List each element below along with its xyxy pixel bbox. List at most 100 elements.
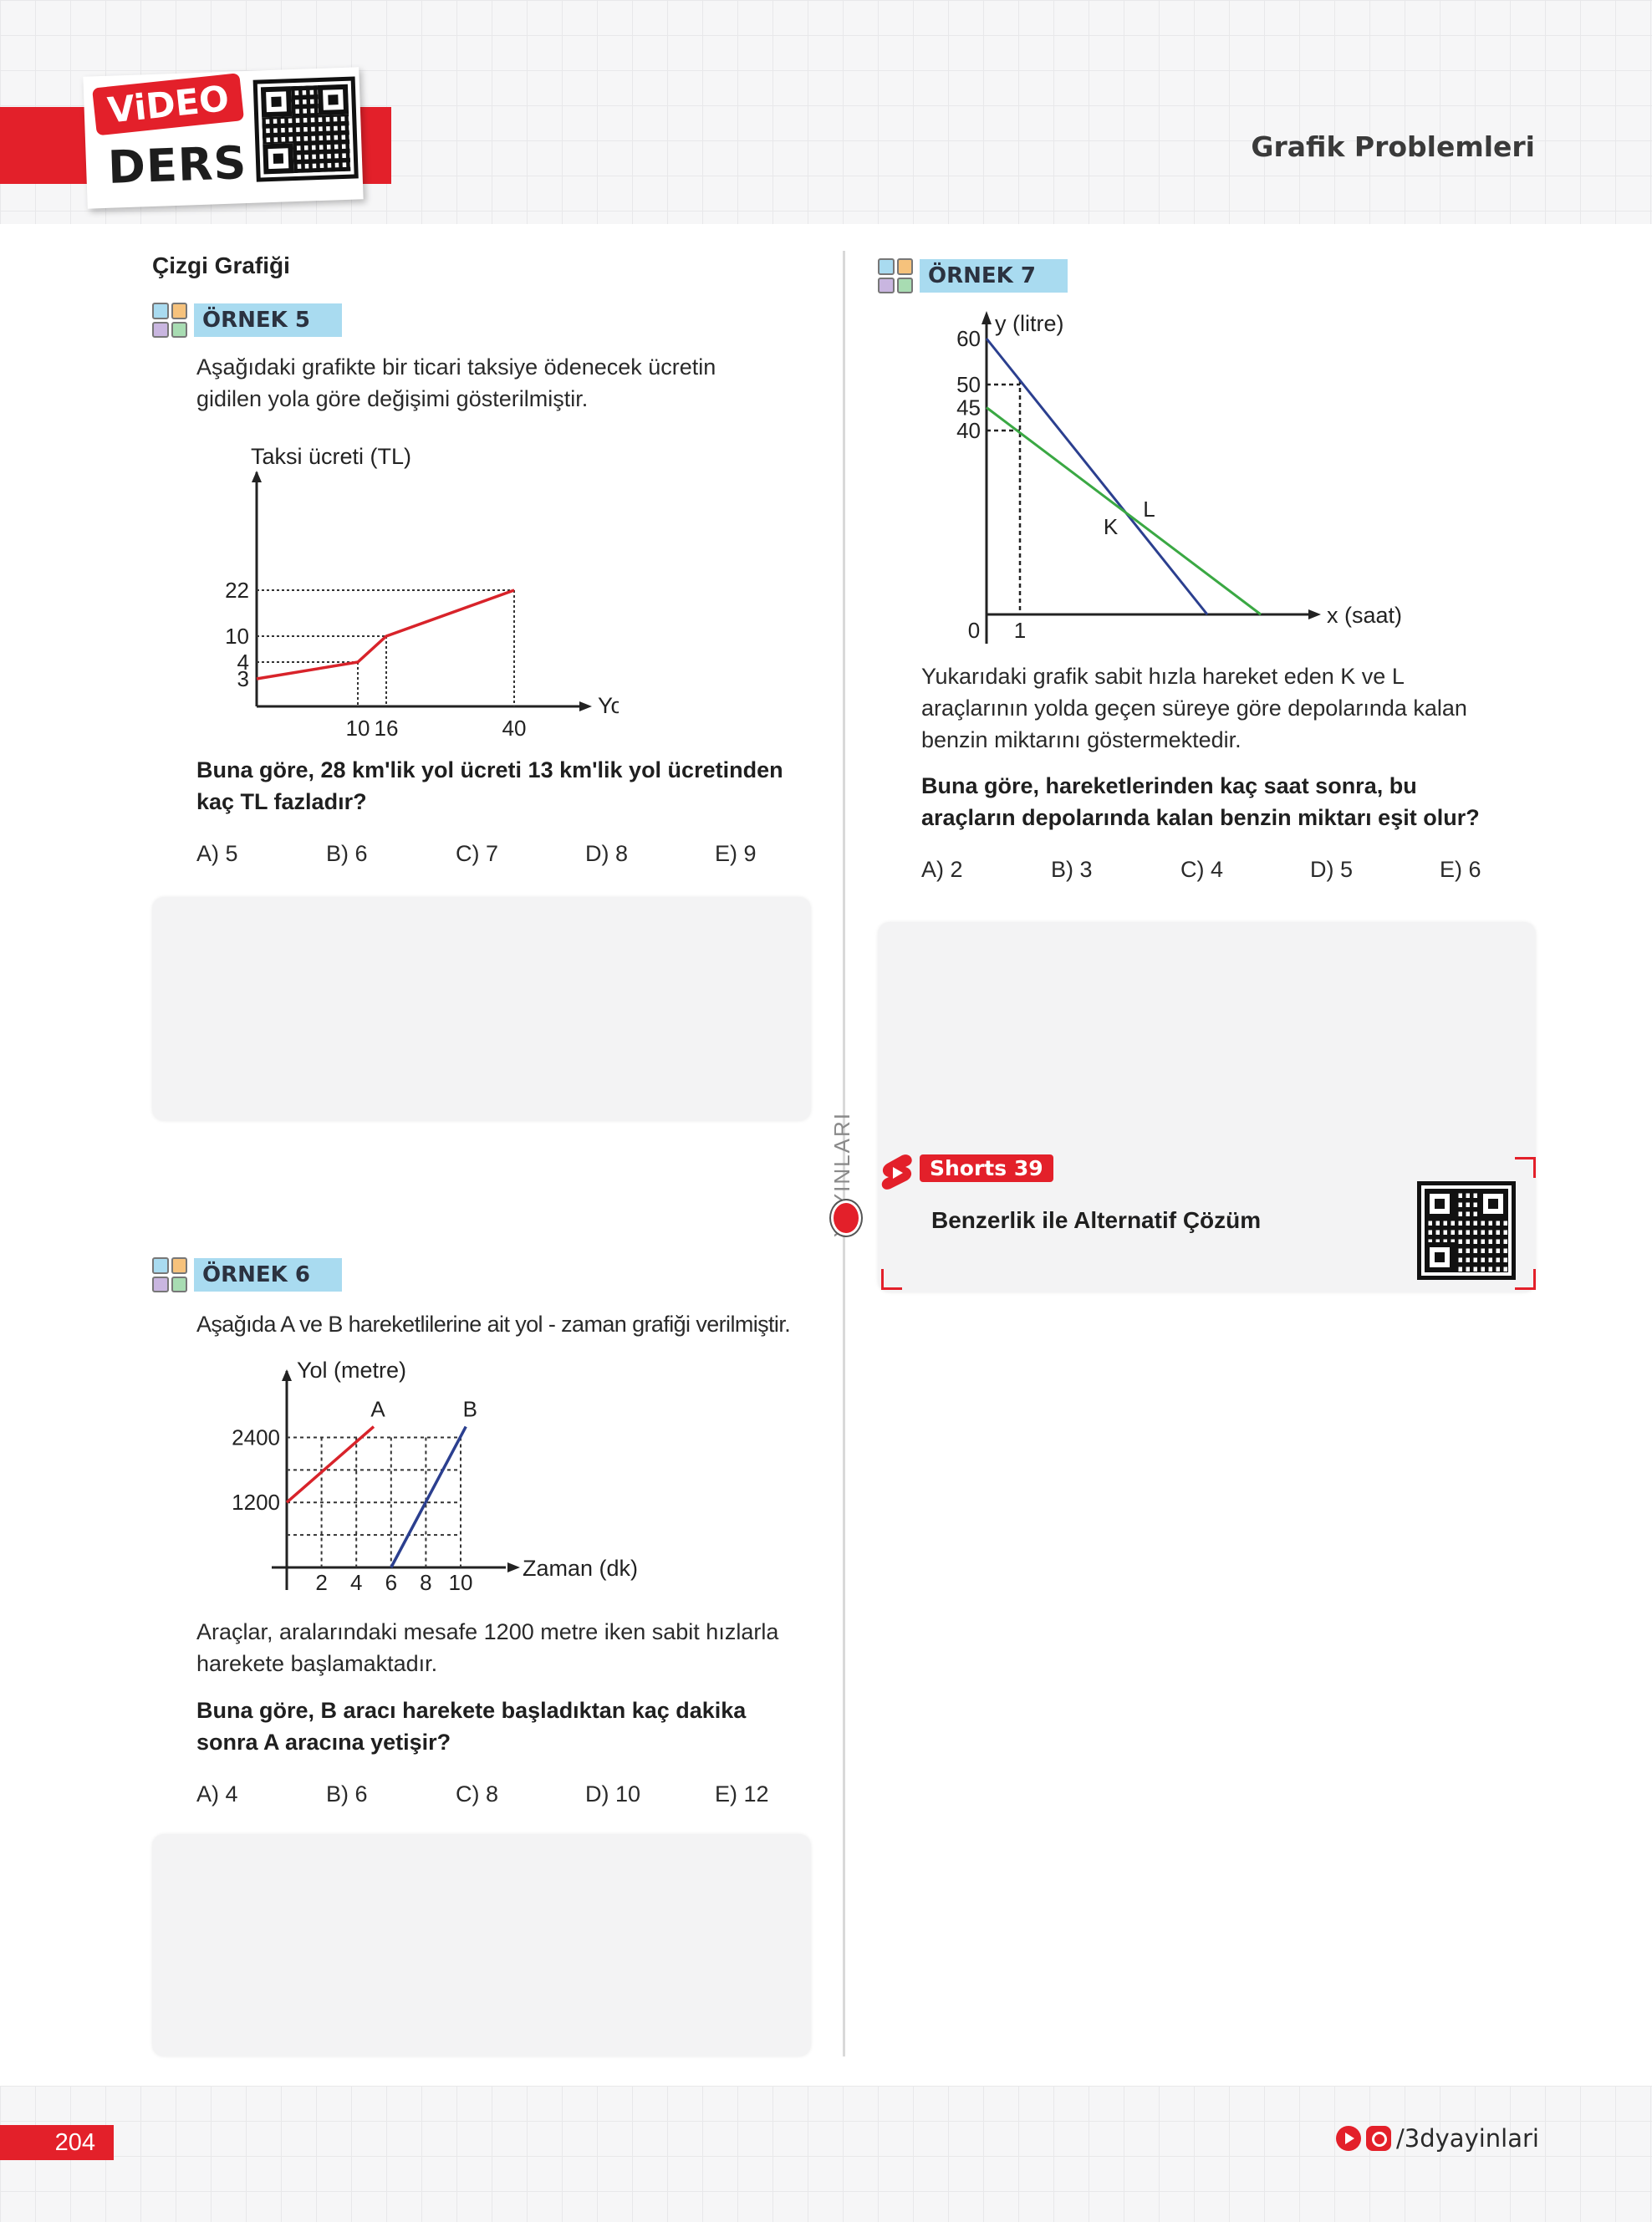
example6-question: Buna göre, B aracı harekete başladıktan … [196,1695,746,1758]
frame-corner [1515,1269,1536,1290]
y-tick-label: 60 [956,326,981,351]
example-tag: ÖRNEK 5 [152,303,342,338]
frame-corner [1515,1157,1536,1178]
series-label: L [1143,497,1155,522]
example6-intro: Aşağıda A ve B hareketlilerine ait yol -… [196,1312,791,1337]
example-icon [152,1257,187,1292]
example7-text: Yukarıdaki grafik sabit hızla hareket ed… [921,660,1467,756]
example7-options: A) 2 B) 3 C) 4 D) 5 E) 6 [921,857,1569,883]
question-line: Buna göre, 28 km'lik yol ücreti 13 km'li… [196,757,783,782]
y-tick-label: 1200 [232,1490,280,1515]
x-tick-label: 8 [420,1570,431,1595]
option-e[interactable]: E) 12 [715,1781,769,1807]
option-d[interactable]: D) 8 [585,841,629,866]
option-c[interactable]: C) 7 [456,841,499,866]
y-tick-label: 50 [956,372,981,397]
solution-area[interactable] [152,897,811,1121]
y-axis-arrow [982,311,992,324]
x-tick-label: 2 [315,1570,327,1595]
y-tick-label: 40 [956,418,981,443]
example-label: ÖRNEK 5 [194,303,342,337]
series-label: K [1104,514,1119,539]
example-icon [152,303,187,338]
instagram-icon[interactable] [1366,2126,1392,2151]
series-label: A [370,1397,385,1422]
option-d[interactable]: D) 10 [585,1781,641,1807]
page-number: 204 [0,2125,114,2160]
example-label: ÖRNEK 7 [920,259,1068,293]
header-red-bar [0,107,88,184]
x-tick-label: 1 [1014,618,1026,643]
publisher-logo-icon [829,1199,863,1237]
youtube-icon[interactable] [1336,2126,1362,2151]
y-axis-label: Yol (metre) [297,1358,406,1383]
option-e[interactable]: E) 9 [715,841,757,866]
footer-grid-background [0,2086,1652,2222]
ders-word: DERS [107,136,248,194]
option-a[interactable]: A) 5 [196,841,238,866]
example6-text: Araçlar, aralarındaki mesafe 1200 metre … [196,1616,778,1679]
text-line: benzin miktarını göstermektedir. [921,727,1242,752]
social-handle[interactable]: /3dyayinlari [1336,2124,1539,2153]
shorts-title: Benzerlik ile Alternatif Çözüm [931,1207,1262,1233]
question-line: Buna göre, B aracı harekete başladıktan … [196,1698,747,1723]
series-line-A [285,1425,375,1504]
example5-options: A) 5 B) 6 C) 7 D) 8 E) 9 [196,841,844,867]
y-tick-label: 10 [225,624,249,649]
shorts-play-icon[interactable] [880,1154,914,1192]
section-heading: Çizgi Grafiği [152,252,290,278]
video-lesson-card[interactable]: ViDEO DERS [83,67,364,209]
solution-area[interactable] [152,1834,811,2056]
x-tick-label: 6 [385,1570,397,1595]
y-tick-label: 45 [956,395,981,420]
x-axis-arrow [1308,609,1321,619]
option-d[interactable]: D) 5 [1310,857,1354,882]
x-axis-label: Yol (km) [598,693,619,718]
text-line: Yukarıdaki grafik sabit hızla hareket ed… [921,664,1405,689]
video-word: ViDEO [92,73,245,136]
social-handle-text: /3dyayinlari [1396,2124,1539,2153]
y-axis-arrow [252,471,262,482]
option-c[interactable]: C) 8 [456,1781,499,1807]
x-axis-label: Zaman (dk) [523,1556,638,1581]
column-divider [843,251,845,2056]
series-label: B [463,1397,477,1422]
y-axis-label: Taksi ücreti (TL) [251,444,411,469]
y-axis-label: y (litre) [995,311,1064,336]
option-a[interactable]: A) 2 [921,857,963,882]
y-tick-label: 2400 [232,1424,280,1450]
example-tag: ÖRNEK 6 [152,1257,342,1292]
x-axis-label: x (saat) [1327,603,1402,628]
x-tick-label: 10 [346,716,370,741]
option-c[interactable]: C) 4 [1180,857,1224,882]
example-tag: ÖRNEK 7 [878,258,1068,293]
example-icon [878,258,913,293]
option-b[interactable]: B) 6 [326,1781,368,1807]
shorts-badge: Shorts 39 [920,1154,1053,1182]
option-b[interactable]: B) 3 [1051,857,1093,882]
x-axis-arrow [507,1562,520,1572]
option-b[interactable]: B) 6 [326,841,368,866]
example5-intro: Aşağıdaki grafikte bir ticari taksiye öd… [196,351,716,415]
x-axis-arrow [579,701,592,711]
y-tick-label: 4 [237,650,249,675]
option-a[interactable]: A) 4 [196,1781,238,1807]
y-tick-label: 3 [237,666,249,691]
series-line-L [986,406,1262,616]
text-line: Araçlar, aralarındaki mesafe 1200 metre … [196,1619,779,1644]
distance-time-chart: Yol (metre) Zaman (dk) 2 4 6 8 10 1200 2400 A B [232,1358,638,1595]
example7-question: Buna göre, hareketlerinden kaç saat sonr… [921,770,1480,833]
qr-code-icon[interactable] [1417,1181,1516,1280]
example5-question: Buna göre, 28 km'lik yol ücreti 13 km'li… [196,754,783,818]
x-tick-label: 10 [449,1570,473,1595]
option-e[interactable]: E) 6 [1440,857,1481,882]
fare-line [256,589,515,680]
example6-options: A) 4 B) 6 C) 8 D) 10 E) 12 [196,1781,844,1807]
text-line: harekete başlamaktadır. [196,1651,438,1676]
question-line: Buna göre, hareketlerinden kaç saat sonr… [921,773,1417,798]
y-tick-label: 22 [225,578,249,603]
frame-corner [881,1269,902,1290]
question-line: kaç TL fazladır? [196,789,367,814]
qr-code-icon[interactable] [252,76,359,182]
